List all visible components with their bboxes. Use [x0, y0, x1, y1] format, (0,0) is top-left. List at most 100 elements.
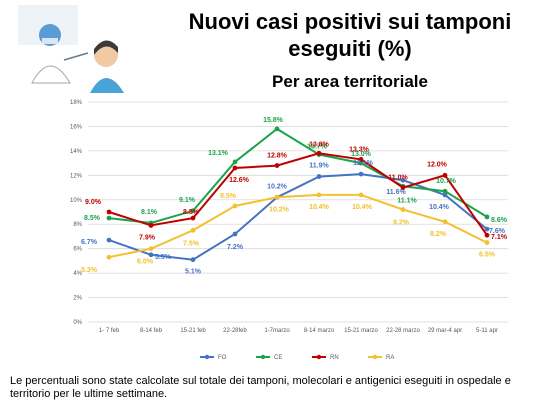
data-label-fo: 12.1% — [353, 160, 374, 167]
chart-title: Nuovi casi positivi sui tamponi eseguiti… — [188, 9, 512, 61]
legend-marker-ce — [260, 354, 266, 360]
legend-label-ce: CE — [274, 355, 282, 361]
data-label-ce: 10.7% — [436, 178, 457, 185]
data-point-ce — [484, 214, 490, 220]
x-tick-label: 8-14 marzo — [304, 328, 335, 334]
y-tick-label: 6% — [73, 247, 82, 253]
data-label-ra: 10.2% — [269, 206, 290, 213]
x-axis: 1- 7 feb 8-14 feb 15-21 feb 22-28feb 1-7marz… — [99, 328, 498, 334]
patient-shirt — [90, 78, 124, 93]
x-tick-label: 15-21 marzo — [344, 328, 378, 334]
y-tick-label: 12% — [70, 173, 83, 179]
data-point-ce — [106, 215, 112, 221]
x-tick-label: 22-28 marzo — [386, 328, 420, 334]
x-tick-label: 29 mar-4 apr — [428, 328, 462, 334]
y-tick-label: 4% — [73, 271, 82, 277]
data-point-ra — [442, 219, 448, 225]
data-point-fo — [484, 226, 490, 232]
data-label-fo: 7.6% — [489, 228, 506, 235]
y-tick-label: 8% — [73, 222, 82, 228]
data-point-ce — [232, 159, 238, 165]
data-point-rn — [190, 215, 196, 221]
data-label-rn: 12.6% — [229, 177, 250, 184]
data-label-fo: 5.5% — [155, 254, 172, 261]
chart-subtitle: Per area territoriale — [272, 72, 428, 91]
doctor-mask — [42, 38, 58, 44]
data-label-fo: 10.4% — [429, 204, 450, 211]
series-line-fo — [108, 173, 488, 261]
data-point-ra — [232, 203, 238, 209]
data-label-rn: 12.0% — [427, 161, 448, 168]
data-point-fo — [358, 171, 364, 177]
data-label-ce: 8.1% — [141, 209, 158, 216]
x-tick-label: 8-14 feb — [140, 328, 163, 334]
data-label-ce: 13.7% — [307, 144, 328, 151]
data-label-rn: 11.0% — [388, 175, 408, 182]
data-label-ce: 9.1% — [179, 197, 196, 204]
data-label-rn: 13.8% — [309, 141, 330, 148]
legend-label-rn: RN — [330, 355, 339, 361]
data-label-rn: 7.1% — [491, 234, 508, 241]
swab-stick — [63, 52, 89, 61]
data-point-fo — [232, 231, 238, 237]
data-label-ce: 8.5% — [84, 215, 101, 222]
data-label-rn: 13.3% — [349, 146, 370, 153]
data-point-ra — [148, 246, 154, 252]
data-point-rn — [442, 172, 448, 178]
data-label-fo: 6.7% — [81, 239, 98, 246]
y-tick-label: 14% — [70, 149, 83, 155]
data-label-rn: 12.8% — [267, 153, 288, 160]
data-label-fo: 11.6% — [386, 189, 406, 196]
legend-marker-fo — [204, 354, 210, 360]
data-point-rn — [400, 185, 406, 190]
legend-marker-ra — [372, 354, 378, 360]
data-point-rn — [274, 163, 280, 168]
data-point-fo — [148, 252, 154, 258]
data-point-ce — [190, 208, 196, 214]
data-point-ra — [190, 227, 196, 233]
data-label-rn: 8.5% — [183, 209, 200, 216]
data-label-fo: 7.2% — [227, 244, 244, 251]
data-point-ra — [400, 207, 406, 212]
legend-marker-rn — [316, 354, 322, 360]
x-tick-label: 15-21 feb — [180, 328, 206, 334]
data-label-ra: 8.2% — [430, 231, 447, 238]
data-point-ra — [106, 254, 112, 260]
data-point-rn — [484, 232, 490, 238]
y-tick-label: 0% — [73, 320, 82, 326]
data-point-ra — [358, 192, 364, 198]
patient-hair — [94, 40, 118, 55]
data-label-ra: 9.5% — [220, 193, 237, 200]
data-labels: 6.7% 5.5% 5.1% 7.2% 10.2% 11.9% 12.1% 11.6% 10.4… — [81, 117, 508, 276]
y-tick-label: 18% — [70, 100, 83, 106]
y-tick-label: 16% — [70, 124, 83, 130]
data-point-fo — [316, 174, 322, 179]
series-lines — [106, 126, 490, 263]
data-point-ra — [316, 192, 322, 198]
x-tick-label: 22-28feb — [223, 328, 247, 334]
data-point-ce — [274, 126, 280, 132]
x-tick-label: 1-7marzo — [264, 328, 290, 334]
data-label-ce: 8.6% — [491, 217, 508, 224]
data-label-ra: 6.5% — [479, 252, 496, 259]
data-label-ce: 15.8% — [263, 117, 284, 124]
data-label-ra: 10.4% — [352, 204, 373, 211]
x-tick-label: 5-11 apr — [476, 328, 498, 334]
data-point-fo — [400, 177, 406, 183]
data-point-ce — [358, 160, 364, 166]
data-label-ra: 10.4% — [309, 204, 330, 211]
y-tick-label: 10% — [70, 198, 83, 204]
data-point-rn — [232, 165, 238, 171]
data-point-rn — [148, 223, 154, 228]
data-label-fo: 10.2% — [267, 183, 288, 190]
data-label-ce: 13.0% — [351, 151, 372, 158]
data-label-ce: 11.1% — [397, 197, 417, 204]
data-point-rn — [358, 157, 364, 162]
data-point-rn — [106, 209, 112, 215]
data-point-fo — [190, 257, 196, 263]
doctor-coat — [31, 65, 71, 84]
data-point-ra — [484, 240, 490, 245]
y-axis: 0% 2% 4% 6% 8% 10% 12% 14% 16% 18% — [70, 100, 83, 326]
data-label-ra: 9.2% — [393, 220, 410, 227]
gridlines — [88, 101, 508, 323]
